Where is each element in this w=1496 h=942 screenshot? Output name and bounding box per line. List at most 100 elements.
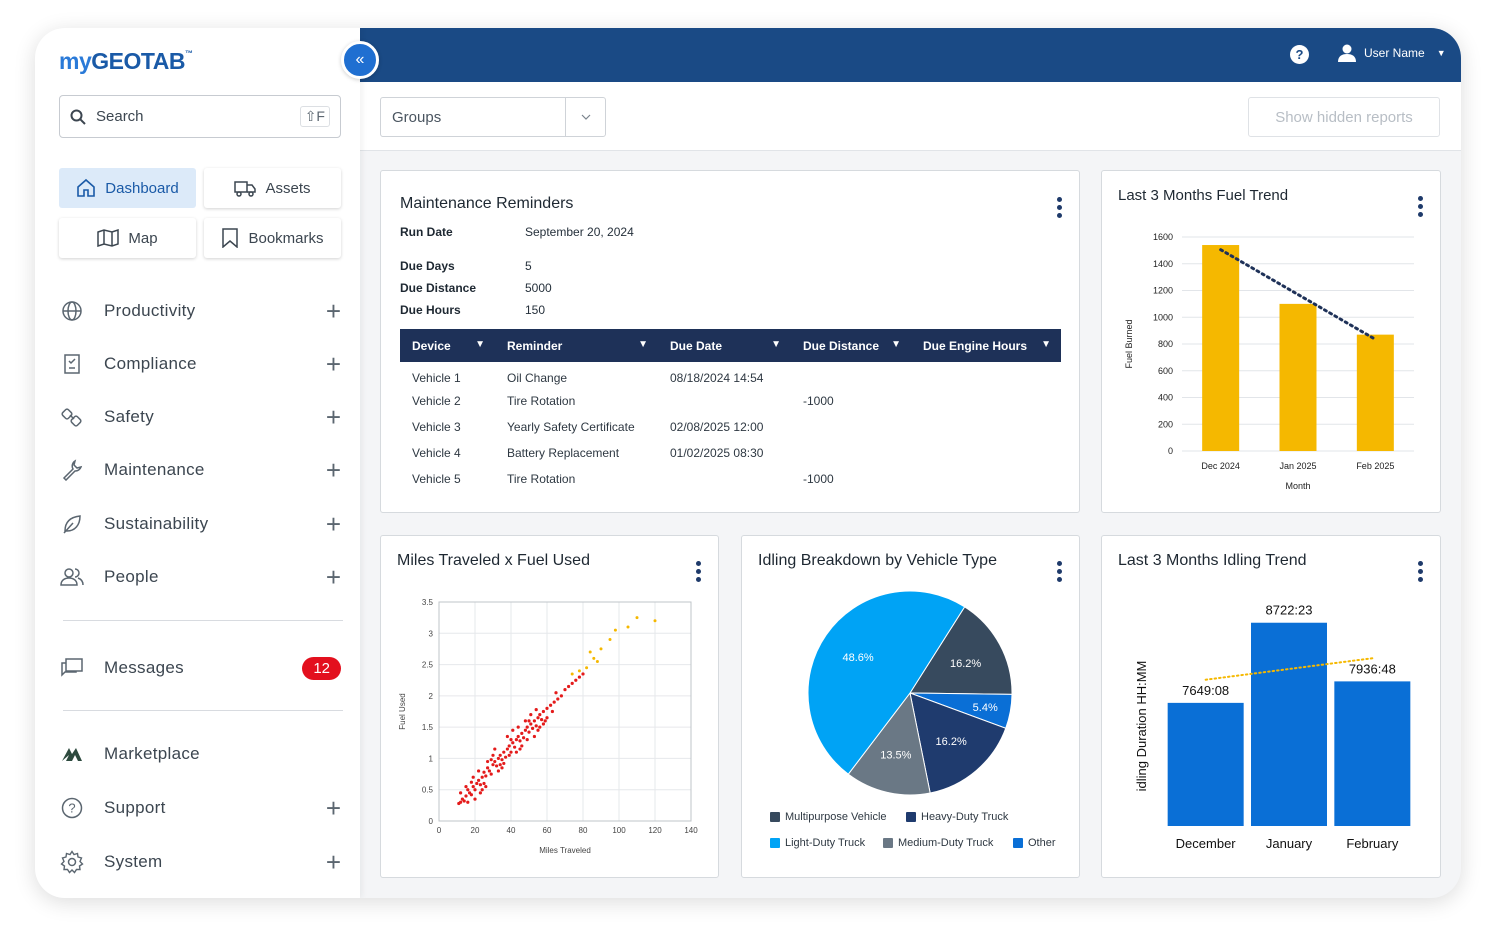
expand-plus-icon[interactable]: +: [325, 562, 341, 592]
scatter-point: [556, 697, 560, 701]
nav-sustainability[interactable]: Sustainability +: [59, 509, 341, 539]
nav-compliance[interactable]: Compliance +: [59, 349, 341, 379]
nav-system[interactable]: System +: [59, 847, 341, 877]
expand-plus-icon[interactable]: +: [325, 402, 341, 432]
table-cell: [791, 414, 911, 440]
scatter-point: [529, 713, 533, 717]
groups-select[interactable]: Groups: [380, 97, 606, 137]
quick-link-label: Bookmarks: [248, 229, 324, 247]
table-cell: Oil Change: [507, 371, 568, 385]
nav-support[interactable]: ? Support +: [59, 793, 341, 823]
scatter-point: [484, 774, 488, 778]
quick-link-bookmarks[interactable]: Bookmarks: [204, 218, 341, 258]
more-options-icon[interactable]: [696, 561, 702, 582]
clipboard-icon: [64, 354, 80, 374]
trendline: [1204, 657, 1374, 681]
table-row[interactable]: Vehicle 3 Yearly Safety Certificate 02/08/…: [400, 414, 1061, 440]
column-header[interactable]: Due Distance ▼: [791, 329, 911, 362]
geotab-logo[interactable]: myGEOTAB™: [59, 48, 193, 75]
y-axis-label: Fuel Used: [398, 693, 407, 729]
search-box[interactable]: Search ⇧F: [59, 95, 341, 138]
scatter-point: [554, 691, 558, 695]
y-tick-label: 400: [1158, 393, 1173, 403]
y-tick-label: 1600: [1153, 232, 1173, 242]
due-distance-label: Due Distance: [400, 281, 477, 295]
x-axis-label: Month: [1285, 481, 1310, 491]
more-options-icon[interactable]: [1418, 196, 1424, 217]
scatter-point: [500, 758, 504, 762]
scatter-point: [473, 797, 477, 801]
nav-productivity[interactable]: Productivity +: [59, 296, 341, 326]
scatter-point-highlight: [613, 628, 617, 632]
more-options-icon[interactable]: [1418, 561, 1424, 582]
card-title: Last 3 Months Idling Trend: [1118, 552, 1307, 569]
people-icon: [60, 568, 84, 586]
nav-safety[interactable]: Safety +: [59, 402, 341, 432]
marketplace-icon: [62, 748, 82, 761]
expand-plus-icon[interactable]: +: [325, 793, 341, 823]
scatter-point: [491, 763, 495, 767]
column-header[interactable]: Reminder ▼: [495, 329, 658, 362]
chevron-down-icon[interactable]: [565, 98, 605, 136]
maintenance-reminders-card: Maintenance Reminders Run Date September…: [380, 170, 1080, 513]
legend-item[interactable]: Heavy-Duty Truck: [906, 811, 1008, 823]
miles-fuel-scatter: 0 0.5 1 1.5 2 2.5 3 3.5 0 20 40 60 80 100 120 140 Miles …: [398, 598, 698, 855]
scatter-point: [489, 772, 493, 776]
idling-trend-chart: 7649:08 December 8722:23 January 7936:48 Febr…: [1134, 603, 1411, 851]
user-menu[interactable]: User Name ▼: [1338, 44, 1446, 62]
nav-messages[interactable]: Messages 12: [59, 653, 341, 683]
scatter-point: [478, 791, 482, 795]
collapse-sidebar-button[interactable]: «: [341, 41, 379, 79]
quick-link-map[interactable]: Map: [59, 218, 196, 258]
expand-plus-icon[interactable]: +: [325, 455, 341, 485]
column-header[interactable]: Due Date ▼: [658, 329, 791, 362]
expand-plus-icon[interactable]: +: [325, 847, 341, 877]
table-cell: 08/18/2024 14:54: [670, 371, 764, 385]
table-cell: [911, 388, 1061, 414]
nav-marketplace[interactable]: Marketplace: [59, 739, 341, 769]
table-row[interactable]: Vehicle 4 Battery Replacement 01/02/2025 0…: [400, 440, 1061, 466]
table-row[interactable]: Vehicle 1 Oil Change 08/18/2024 14:54: [400, 362, 1061, 388]
bookmark-icon: [222, 228, 239, 248]
column-header[interactable]: Due Engine Hours ▼: [911, 329, 1061, 362]
data-label: 7649:08: [1182, 683, 1229, 698]
more-options-icon[interactable]: [1057, 197, 1063, 218]
column-header[interactable]: Device ▼: [400, 329, 495, 362]
expand-plus-icon[interactable]: +: [325, 296, 341, 326]
dashboard-toolbar: Groups Show hidden reports: [360, 82, 1461, 151]
scatter-point: [516, 734, 520, 739]
pie-slice: [909, 692, 1007, 794]
sort-caret-icon: ▼: [771, 338, 781, 350]
show-hidden-reports-button[interactable]: Show hidden reports: [1248, 97, 1440, 137]
nav-maintenance[interactable]: Maintenance +: [59, 455, 341, 485]
scatter-point: [498, 763, 502, 767]
quick-link-assets[interactable]: Assets: [204, 168, 341, 208]
scatter-point: [518, 747, 522, 751]
legend-item[interactable]: Light-Duty Truck: [770, 837, 865, 849]
scatter-point: [514, 738, 518, 742]
table-row[interactable]: Vehicle 2 Tire Rotation -1000: [400, 388, 1061, 414]
legend-item[interactable]: Multipurpose Vehicle: [770, 811, 887, 823]
y-axis-label: idling Duration HH:MM: [1134, 661, 1149, 792]
legend-item[interactable]: Other: [1013, 837, 1056, 849]
y-tick-label: 2.5: [422, 661, 434, 670]
table-cell: [911, 414, 1061, 440]
quick-link-dashboard[interactable]: Dashboard: [59, 168, 196, 208]
x-tick-label: January: [1266, 836, 1313, 851]
fuel-trend-chart: 0 200 400 600 800 1000 1200 1400 1600 Dec 2024 Jan…: [1124, 232, 1414, 491]
sidebar-divider: [63, 710, 343, 711]
expand-plus-icon[interactable]: +: [325, 509, 341, 539]
scatter-point: [466, 800, 470, 804]
scatter-point-highlight: [588, 650, 592, 654]
table-cell: 01/02/2025 08:30: [670, 446, 764, 460]
legend-item[interactable]: Medium-Duty Truck: [883, 837, 993, 849]
more-options-icon[interactable]: [1057, 561, 1063, 582]
table-row[interactable]: Vehicle 5 Tire Rotation -1000: [400, 466, 1061, 492]
run-date-label: Run Date: [400, 225, 453, 239]
scatter-point: [478, 783, 482, 787]
scatter-point: [545, 706, 549, 710]
expand-plus-icon[interactable]: +: [325, 349, 341, 379]
nav-people[interactable]: People +: [59, 562, 341, 592]
help-button[interactable]: ?: [1290, 45, 1309, 64]
scatter-point: [493, 759, 497, 764]
